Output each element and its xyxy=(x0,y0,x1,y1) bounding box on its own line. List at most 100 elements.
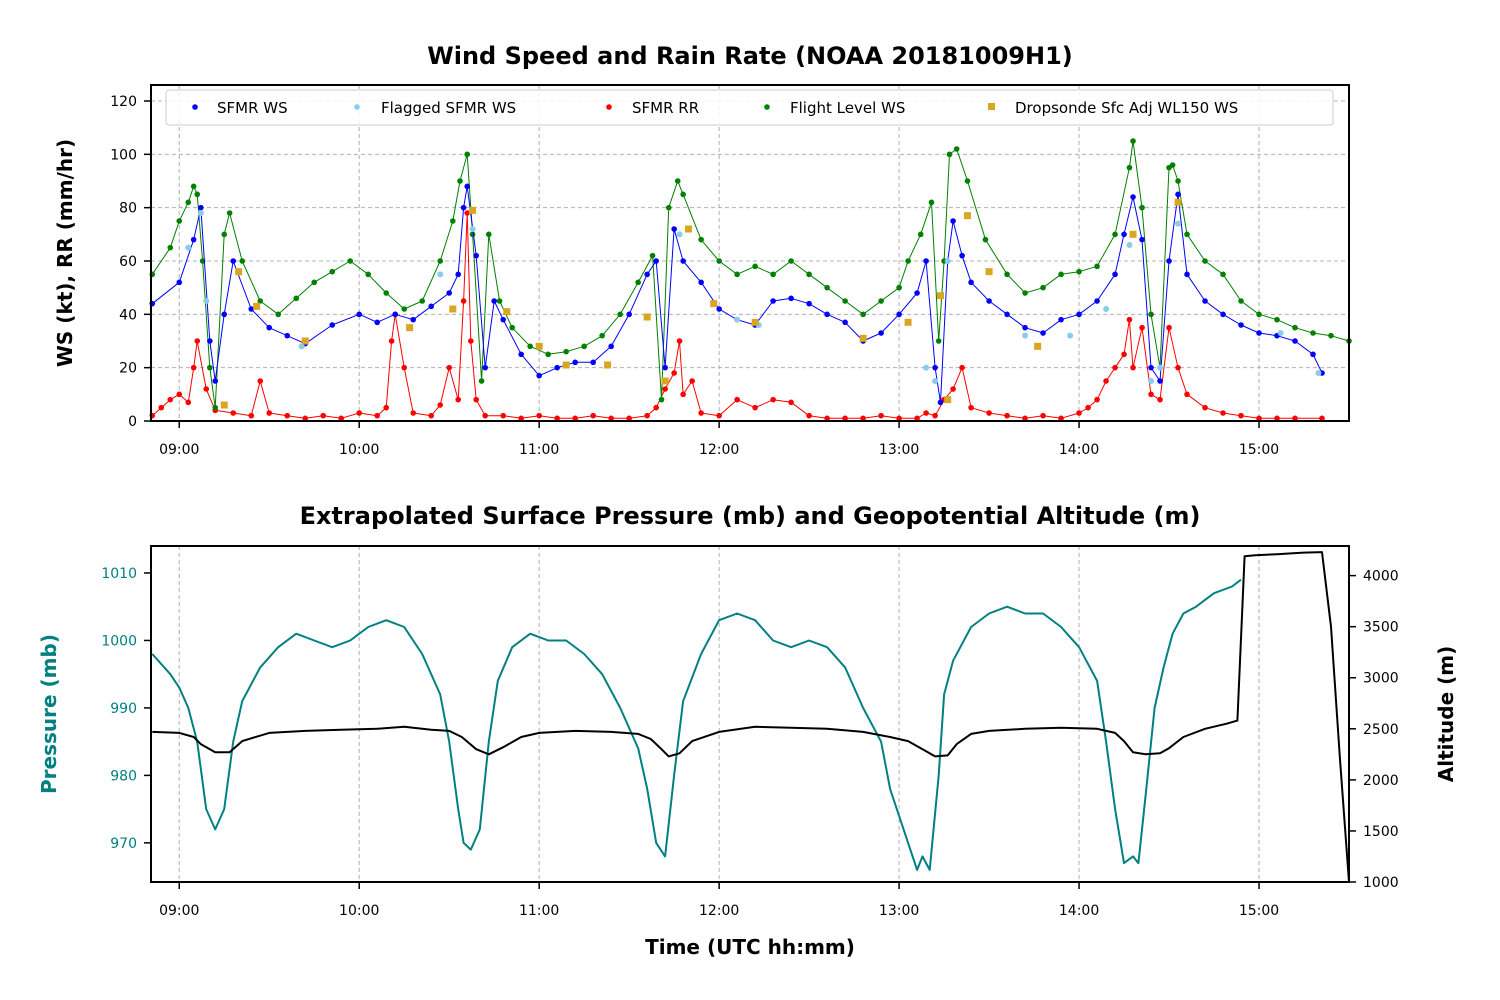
sfmr-rr-point xyxy=(572,415,578,422)
sfmr-ws-point xyxy=(374,319,381,326)
flight-level-ws-point xyxy=(190,183,197,190)
pressure-altitude-grid xyxy=(178,546,1260,882)
flight-level-ws-point xyxy=(1112,231,1118,238)
sfmr-rr-point xyxy=(752,404,758,411)
dropsonde-sfc-adj-wl150-ws-point xyxy=(685,225,693,233)
dropsonde-sfc-adj-wl150-ws-point xyxy=(751,318,759,326)
wind-rain-x-tick-label: 14:00 xyxy=(1059,442,1099,458)
legend-marker-sfmr-ws xyxy=(192,104,198,110)
pressure-altitude-x-tick-label: 14:00 xyxy=(1059,903,1099,919)
pressure-y-axis-label: Pressure (mb) xyxy=(37,634,61,794)
pressure-altitude-x-tick-label: 10:00 xyxy=(339,903,379,919)
sfmr-ws-point xyxy=(455,271,461,278)
flagged-sfmr-ws-point xyxy=(1157,364,1164,371)
sfmr-rr-point xyxy=(536,412,542,419)
sfmr-ws-point xyxy=(230,258,237,264)
sfmr-ws-point xyxy=(356,311,363,318)
sfmr-rr-point xyxy=(158,404,165,411)
legend-label-dropsonde: Dropsonde Sfc Adj WL150 WS xyxy=(1015,99,1238,117)
dropsonde-sfc-adj-wl150-ws-point xyxy=(661,377,669,385)
pressure-altitude-plot-frame xyxy=(150,545,1350,883)
flight-level-ws-point xyxy=(437,258,443,264)
flagged-sfmr-ws-point xyxy=(932,378,939,384)
sfmr-ws-point xyxy=(1202,298,1208,304)
sfmr-rr-point xyxy=(338,415,345,422)
wind-rain-y-tick-label: 60 xyxy=(119,254,137,270)
flight-level-ws-point xyxy=(449,218,456,224)
sfmr-rr-point xyxy=(878,412,884,419)
wind-rain-y-tick-label: 40 xyxy=(119,307,137,323)
sfmr-rr-point xyxy=(383,404,390,411)
sfmr-rr-point xyxy=(896,415,902,422)
flight-level-ws-point xyxy=(1274,316,1280,323)
flight-level-ws-point xyxy=(674,178,681,184)
sfmr-ws-point xyxy=(680,258,686,264)
flight-level-ws-point xyxy=(953,146,960,152)
sfmr-rr-point xyxy=(914,415,920,422)
legend-marker-flight-level-ws xyxy=(764,104,770,110)
sfmr-ws-point xyxy=(248,306,255,312)
flagged-sfmr-ws-point xyxy=(1175,220,1182,227)
sfmr-ws-point xyxy=(1310,351,1316,358)
sfmr-ws-point xyxy=(923,258,929,264)
altitude-y-tick-label: 2500 xyxy=(1363,722,1399,738)
flight-level-ws-point xyxy=(239,258,246,264)
flight-level-ws-point xyxy=(226,210,233,216)
sfmr-rr-point xyxy=(500,412,506,419)
flight-level-ws-point xyxy=(419,298,426,304)
sfmr-ws-point xyxy=(446,290,452,296)
sfmr-rr-point xyxy=(446,364,452,371)
flight-level-ws-point xyxy=(928,199,935,206)
pressure-altitude-chart: Extrapolated Surface Pressure (mb) and G… xyxy=(37,502,1458,959)
sfmr-rr-point xyxy=(437,402,443,408)
flight-level-ws-point xyxy=(212,404,219,411)
legend-marker-sfmr-rr xyxy=(606,104,612,110)
flagged-sfmr-ws-point xyxy=(1103,306,1110,312)
sfmr-rr-point xyxy=(167,396,174,403)
flagged-sfmr-ws-point xyxy=(676,231,683,238)
sfmr-rr-point xyxy=(1103,378,1109,384)
legend-marker-flagged-sfmr-ws xyxy=(354,104,360,110)
flight-level-ws-point xyxy=(401,306,408,312)
sfmr-rr-point xyxy=(842,415,848,422)
sfmr-ws-point xyxy=(500,316,506,323)
sfmr-ws-point xyxy=(937,399,944,406)
wind-rain-chart-title: Wind Speed and Rain Rate (NOAA 20181009H… xyxy=(427,42,1072,70)
sfmr-rr-point xyxy=(950,386,956,392)
flight-level-ws-point xyxy=(878,298,884,304)
legend-label-flight-level-ws: Flight Level WS xyxy=(790,99,905,117)
flight-level-ws-point xyxy=(964,178,971,184)
sfmr-rr-point xyxy=(320,412,327,419)
sfmr-ws-point xyxy=(1256,330,1262,336)
flight-level-ws-point xyxy=(917,231,924,238)
dropsonde-sfc-adj-wl150-ws-point xyxy=(535,342,543,350)
sfmr-rr-point xyxy=(1220,410,1226,416)
sfmr-ws-point xyxy=(1112,271,1118,278)
sfmr-ws-point xyxy=(716,306,722,312)
sfmr-ws-point xyxy=(1004,311,1010,318)
flight-level-ws-point xyxy=(896,284,902,291)
dropsonde-sfc-adj-wl150-ws-point xyxy=(503,308,511,316)
sfmr-ws-point xyxy=(572,359,578,366)
flight-level-ws-point xyxy=(1220,271,1226,278)
legend-label-flagged-sfmr-ws: Flagged SFMR WS xyxy=(381,99,516,117)
wind-rain-y-tick-label: 20 xyxy=(119,361,137,377)
flagged-sfmr-ws-point xyxy=(197,210,204,216)
flight-level-ws-point xyxy=(581,343,587,350)
wind-rain-x-tick-label: 12:00 xyxy=(699,442,739,458)
sfmr-rr-point xyxy=(959,364,965,371)
sfmr-ws-point xyxy=(590,359,596,366)
pressure-altitude-x-tick-label: 12:00 xyxy=(699,903,739,919)
flight-level-ws-point xyxy=(221,231,228,238)
sfmr-ws-point xyxy=(842,319,848,326)
flight-level-ws-point xyxy=(167,244,174,251)
flight-level-ws-point xyxy=(1169,162,1176,168)
flight-level-ws-point xyxy=(1310,330,1316,336)
dropsonde-sfc-adj-wl150-ws-point xyxy=(1034,342,1042,350)
flagged-sfmr-ws-point xyxy=(1148,378,1155,384)
flight-level-ws-point xyxy=(509,324,515,331)
pressure-y-tick-label: 990 xyxy=(110,701,137,717)
sfmr-rr-point xyxy=(1166,324,1172,331)
sfmr-rr-point xyxy=(968,404,974,411)
sfmr-ws-point xyxy=(518,351,524,358)
